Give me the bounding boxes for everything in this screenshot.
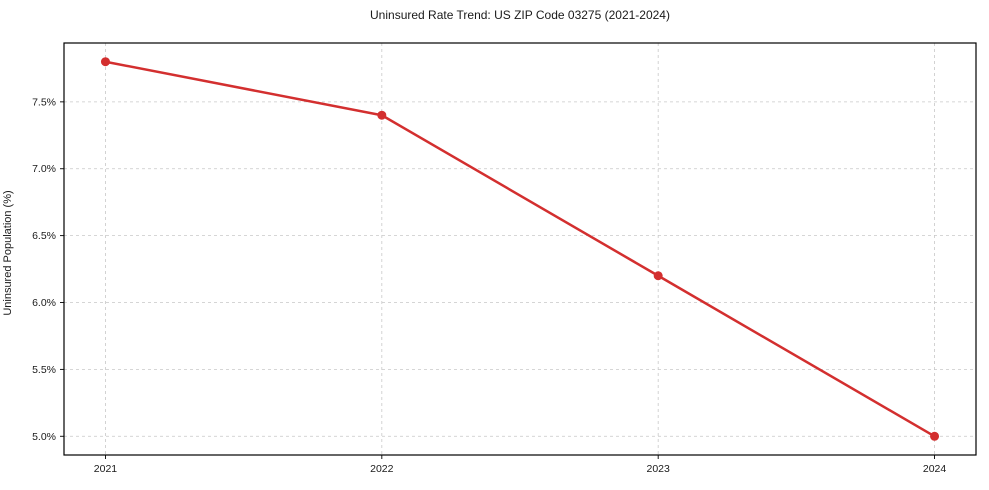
data-point	[377, 110, 387, 120]
plot-border	[63, 42, 977, 456]
chart-title: Uninsured Rate Trend: US ZIP Code 03275 …	[370, 8, 670, 22]
x-tick-label: 2024	[923, 463, 947, 475]
y-tick-label: 5.5%	[32, 364, 56, 376]
y-tick-label: 7.0%	[32, 163, 56, 175]
x-tick-label: 2021	[94, 463, 118, 475]
data-point	[930, 431, 940, 441]
data-point	[100, 57, 110, 67]
data-point	[653, 271, 663, 281]
trend-line	[104, 60, 936, 438]
y-tick-label: 6.5%	[32, 230, 56, 242]
y-tick-label: 6.0%	[32, 297, 56, 309]
y-tick-label: 7.5%	[32, 96, 56, 108]
y-tick-label: 5.0%	[32, 431, 56, 443]
x-tick-label: 2022	[370, 463, 394, 475]
x-tick-label: 2023	[647, 463, 671, 475]
